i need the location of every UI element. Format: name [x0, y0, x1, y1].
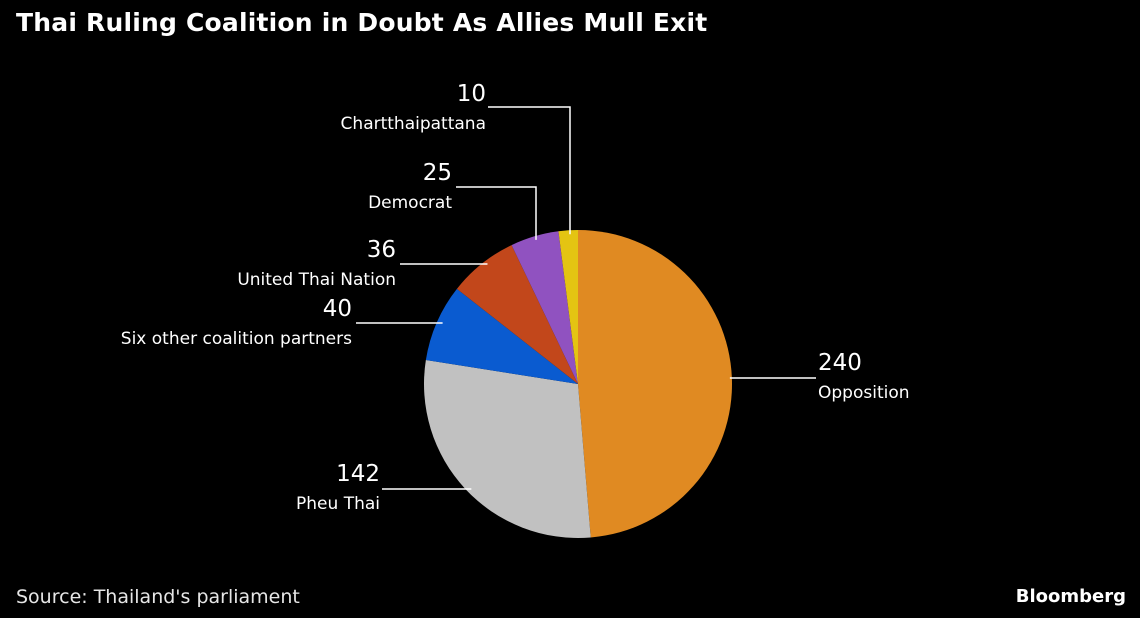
- data-label-value-pheu-thai: 142: [336, 461, 380, 487]
- slice-pheu-thai: [424, 360, 591, 538]
- data-label-value-opposition: 240: [818, 350, 862, 376]
- slice-labels: 240 Opposition 142 Pheu Thai 40 Six other coa…: [121, 81, 910, 514]
- slice-democrat: [511, 231, 578, 384]
- bloomberg-logo: Bloomberg: [1015, 586, 1126, 607]
- data-label-name-chartthaipattana: Chartthaipattana: [341, 114, 486, 134]
- data-label-value-six-other-coalition-partners: 40: [323, 296, 352, 322]
- slice-united-thai-nation: [456, 245, 578, 384]
- data-label-name-six-other-coalition-partners: Six other coalition partners: [121, 329, 352, 349]
- slice-six-other-coalition-partners: [425, 288, 578, 384]
- data-label-value-chartthaipattana: 10: [457, 81, 486, 107]
- slice-chartthaipattana: [558, 230, 578, 384]
- leader-line-democrat: [456, 186, 537, 240]
- data-label-name-pheu-thai: Pheu Thai: [296, 494, 380, 514]
- pie-slices: [424, 230, 732, 538]
- data-label-name-opposition: Opposition: [818, 383, 910, 403]
- data-label-value-united-thai-nation: 36: [367, 237, 396, 263]
- data-label-name-united-thai-nation: United Thai Nation: [237, 270, 396, 290]
- slice-opposition: [578, 230, 732, 538]
- data-label-value-democrat: 25: [423, 160, 452, 186]
- leader-line-chartthaipattana: [488, 106, 571, 235]
- data-label-name-democrat: Democrat: [368, 193, 452, 213]
- leader-lines: [356, 106, 816, 490]
- source-note: Source: Thailand's parliament: [16, 586, 300, 608]
- chart-title: Thai Ruling Coalition in Doubt As Allies…: [16, 8, 708, 37]
